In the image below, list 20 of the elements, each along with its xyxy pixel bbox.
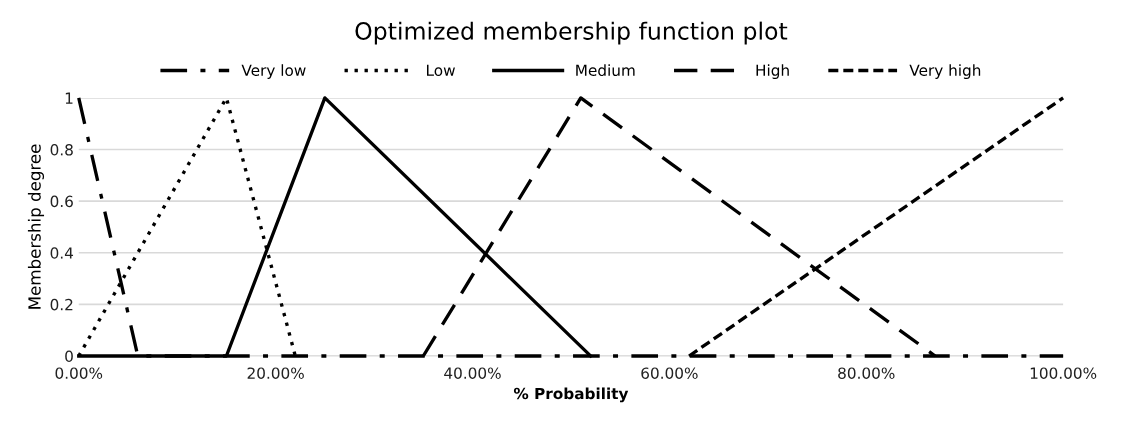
legend-label: Very high bbox=[909, 64, 981, 79]
x-tick-label: 20.00% bbox=[247, 367, 304, 379]
legend-label: Low bbox=[427, 64, 455, 77]
y-tick-label: 0.4 bbox=[50, 247, 74, 259]
x-tick-label: 80.00% bbox=[838, 367, 895, 379]
legend-label: Medium bbox=[576, 64, 635, 77]
x-axis-title: % Probability bbox=[513, 387, 629, 403]
x-tick-label: 60.00% bbox=[641, 367, 698, 379]
y-tick-label: 0.2 bbox=[50, 298, 73, 311]
chart-title: Optimized membership function plot bbox=[355, 21, 788, 45]
y-tick-label: 0 bbox=[65, 350, 73, 363]
legend-label: Very low bbox=[241, 64, 306, 79]
x-tick-label: 100.00% bbox=[1030, 367, 1097, 379]
x-tick-label: 0.00% bbox=[55, 367, 103, 379]
legend-label: High bbox=[756, 64, 789, 79]
y-tick-label: 0.8 bbox=[50, 143, 73, 156]
y-tick-label: 1 bbox=[65, 92, 73, 104]
x-tick-label: 40.00% bbox=[444, 367, 501, 379]
y-tick-label: 0.6 bbox=[50, 195, 73, 208]
y-axis-title: Membership degree bbox=[27, 144, 45, 309]
